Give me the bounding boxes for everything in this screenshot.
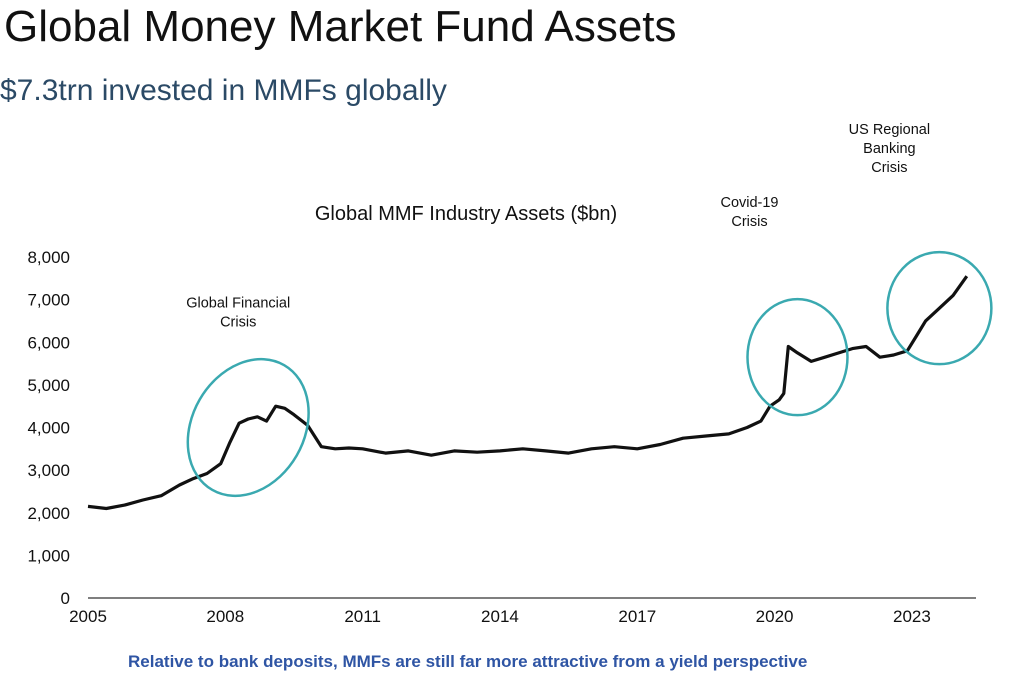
x-tick-label: 2005	[69, 607, 107, 626]
annotation-circle	[186, 357, 310, 498]
annotation-circle	[886, 250, 993, 366]
chart-title: Global MMF Industry Assets ($bn)	[315, 203, 617, 225]
y-tick-label: 6,000	[27, 333, 70, 352]
x-tick-label: 2008	[206, 607, 244, 626]
y-tick-label: 0	[61, 589, 70, 608]
x-tick-label: 2011	[344, 607, 381, 626]
y-tick-label: 4,000	[27, 419, 70, 438]
annotation-label: Crisis	[871, 160, 907, 176]
y-tick-labels: 0 1,000 2,000 3,000 4,000 5,000 6,000 7,000 8,00…	[27, 248, 70, 608]
x-tick-labels: 2005 2008 2011 2014 2017 2020 2023	[69, 607, 931, 626]
annotation-circle	[746, 297, 849, 417]
y-tick-label: 8,000	[27, 248, 70, 267]
annotation-label: Crisis	[220, 315, 256, 331]
series-line	[87, 275, 969, 511]
annotation-label: Banking	[863, 141, 915, 157]
page-subtitle: $7.3trn invested in MMFs globally	[0, 74, 447, 107]
x-tick-label: 2017	[618, 607, 656, 626]
annotation-label: Crisis	[731, 214, 767, 230]
x-tick-label: 2023	[893, 607, 931, 626]
x-tick-label: 2020	[756, 607, 794, 626]
annotations: Global Financial Crisis Covid-19 Crisis US R…	[186, 122, 993, 498]
y-tick-label: 1,000	[27, 546, 70, 565]
y-tick-label: 3,000	[27, 461, 70, 480]
page-title: Global Money Market Fund Assets	[4, 2, 677, 51]
x-tick-label: 2014	[481, 607, 519, 626]
y-tick-label: 2,000	[27, 504, 70, 523]
annotation-label: Global Financial	[186, 296, 290, 312]
annotation-label: Covid-19	[720, 195, 778, 211]
y-tick-label: 5,000	[27, 376, 70, 395]
y-tick-label: 7,000	[27, 291, 70, 310]
footer-note: Relative to bank deposits, MMFs are stil…	[128, 652, 808, 671]
annotation-label: US Regional	[849, 122, 930, 138]
